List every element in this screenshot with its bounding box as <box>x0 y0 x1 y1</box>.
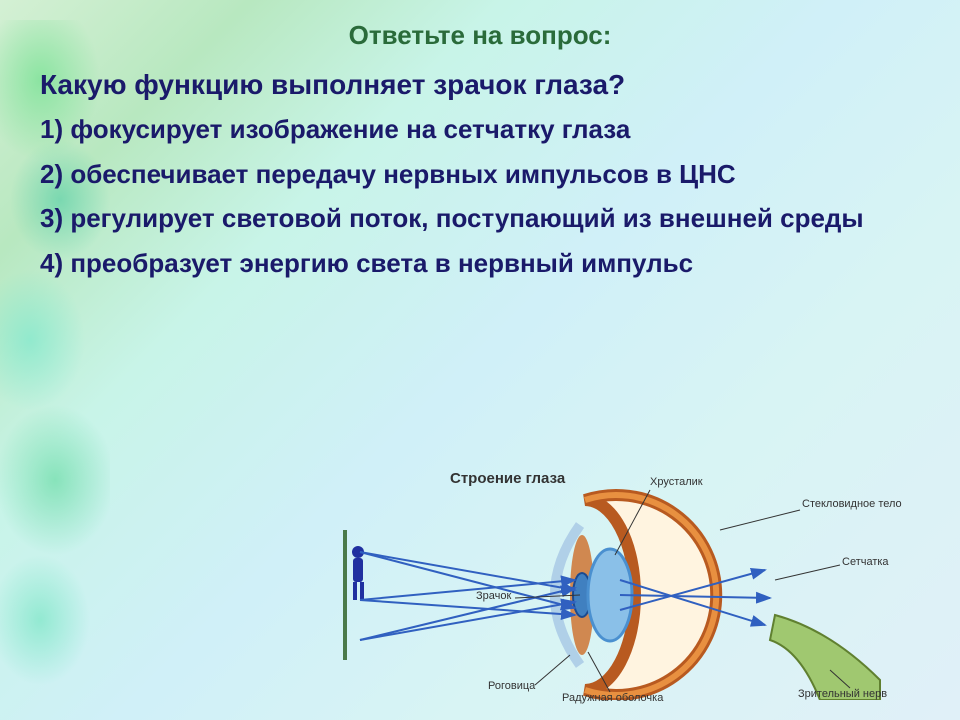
option-2: 2) обеспечивает передачу нервных импульс… <box>40 158 920 191</box>
eye-diagram: Строение глаза <box>320 470 920 700</box>
person-silhouette <box>352 546 364 600</box>
label-optic-nerve: Зрительный нерв <box>798 688 887 700</box>
label-cornea: Роговица <box>488 680 535 692</box>
label-iris: Радужная оболочка <box>562 692 663 704</box>
label-vitreous: Стекловидное тело <box>802 498 902 510</box>
label-pupil: Зрачок <box>476 590 511 602</box>
slide-title: Ответьте на вопрос: <box>40 20 920 51</box>
label-retina: Сетчатка <box>842 556 889 568</box>
option-1: 1) фокусирует изображение на сетчатку гл… <box>40 113 920 146</box>
diagram-title: Строение глаза <box>450 470 565 488</box>
label-lens: Хрусталик <box>650 476 703 488</box>
title-text: Ответьте на вопрос: <box>349 20 612 50</box>
option-3: 3) регулирует световой поток, поступающи… <box>40 202 920 235</box>
option-4: 4) преобразует энергию света в нервный и… <box>40 247 920 280</box>
question-text: Какую функцию выполняет зрачок глаза? <box>40 69 920 101</box>
